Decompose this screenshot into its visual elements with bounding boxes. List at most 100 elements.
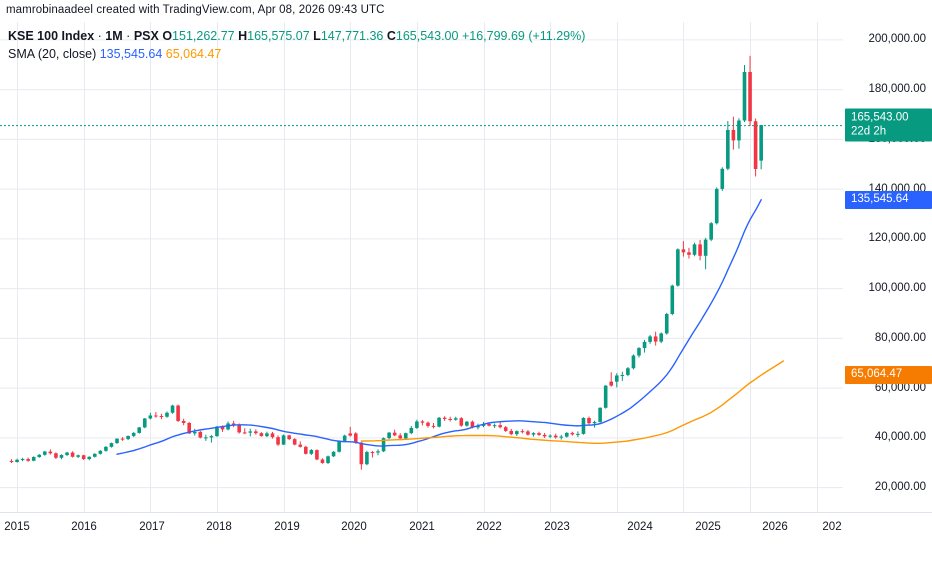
candle-body — [131, 432, 136, 436]
price-axis-tick-label: 60,000.00 — [874, 381, 926, 394]
candle-body — [148, 415, 153, 419]
candle-body — [304, 446, 308, 454]
candle-body — [565, 432, 569, 437]
sma-line-blue — [116, 199, 762, 455]
candle-body — [392, 432, 397, 436]
time-axis-tick-label: 2021 — [409, 521, 435, 533]
candle-body — [487, 423, 491, 426]
candle-body — [242, 432, 247, 434]
candle-body — [9, 461, 14, 463]
candle-body — [76, 455, 80, 457]
candle-body — [137, 427, 142, 433]
time-axis-tick-label: 2016 — [71, 521, 97, 533]
candle-body — [154, 415, 158, 417]
candle-body — [204, 437, 208, 439]
candle-body — [553, 435, 558, 438]
candle-body — [503, 427, 508, 431]
candle-body — [659, 333, 664, 342]
candle-body — [98, 450, 103, 454]
candle-body — [542, 434, 547, 437]
plot-area[interactable] — [0, 22, 843, 512]
candle-body — [664, 314, 669, 334]
candle-body — [631, 355, 636, 369]
candle-body — [609, 381, 614, 386]
time-axis-tick-label: 202 — [822, 521, 842, 533]
time-axis-tick-label: 2025 — [695, 521, 721, 533]
time-axis[interactable]: 2015 2016 2017 2018 2019 2020 2021 2022 2023 2024… — [0, 512, 932, 543]
time-axis-tick-label: 2019 — [274, 521, 300, 533]
candle-body — [142, 418, 147, 428]
candle-body — [337, 440, 341, 452]
candle-body — [570, 432, 575, 435]
candle-body — [254, 431, 258, 434]
time-axis-tick-label: 2018 — [206, 521, 232, 533]
candle-body — [515, 431, 519, 435]
candle-body — [170, 405, 175, 413]
candle-body — [398, 435, 403, 439]
time-axis-tick-label: 2017 — [139, 521, 165, 533]
candle-body — [420, 421, 425, 423]
price-axis-tick-label: 180,000.00 — [868, 83, 926, 96]
candle-body — [592, 421, 597, 424]
candle-body — [298, 444, 303, 447]
candle-body — [20, 459, 25, 461]
time-axis-tick-label: 2023 — [544, 521, 570, 533]
candle-body — [315, 450, 319, 460]
candle-body — [714, 188, 719, 224]
candle-body — [465, 421, 469, 426]
candlestick-series — [9, 55, 763, 470]
candle-body — [109, 443, 114, 447]
candle-body — [192, 431, 197, 434]
sma2-price-tag: 65,064.47 — [845, 366, 932, 385]
candle-body — [637, 348, 641, 356]
candle-body — [54, 453, 58, 458]
candle-body — [648, 336, 652, 342]
candle-body — [492, 425, 497, 427]
candle-body — [598, 407, 602, 422]
candle-body — [676, 249, 680, 286]
candle-body — [587, 417, 591, 424]
price-axis-tick-label: 40,000.00 — [874, 431, 926, 444]
candle-body — [159, 415, 164, 417]
candle-body — [370, 452, 375, 454]
candle-body — [653, 336, 658, 342]
price-axis-tick-label: 100,000.00 — [868, 282, 926, 295]
time-axis-tick-label: 2022 — [476, 521, 502, 533]
candle-body — [342, 435, 347, 441]
candle-body — [681, 249, 686, 253]
candle-body — [442, 417, 447, 419]
price-axis-tick-label: 80,000.00 — [874, 331, 926, 344]
candle-body — [603, 385, 608, 408]
candle-body — [37, 454, 42, 458]
sma1-price-tag: 135,545.64 — [845, 190, 932, 209]
candle-body — [126, 435, 130, 440]
candle-body — [409, 427, 414, 434]
candle-body — [270, 433, 275, 438]
candle-body — [359, 442, 364, 465]
candle-body — [292, 439, 297, 445]
candle-body — [403, 433, 408, 439]
candle-body — [115, 438, 119, 444]
candle-body — [215, 426, 219, 437]
candle-body — [726, 129, 730, 169]
candle-body — [437, 417, 441, 427]
candle-body — [48, 451, 53, 454]
price-axis-tick-label: 120,000.00 — [868, 232, 926, 245]
candle-body — [331, 451, 336, 457]
candle-body — [287, 435, 291, 440]
time-axis-tick-label: 2026 — [762, 521, 788, 533]
candle-body — [353, 433, 358, 443]
candle-body — [181, 420, 186, 423]
candle-body — [537, 433, 541, 435]
price-axis[interactable]: 20,000.00 40,000.00 60,000.00 80,000.00 100,… — [843, 22, 932, 512]
candlestick-plot — [0, 22, 843, 512]
candle-body — [276, 437, 280, 445]
candle-body — [365, 452, 369, 465]
candle-body — [670, 285, 675, 315]
candle-body — [748, 71, 752, 122]
candle-body — [92, 453, 97, 457]
candle-body — [59, 455, 64, 458]
candle-body — [576, 433, 580, 435]
candle-body — [43, 451, 47, 455]
candle-body — [31, 457, 36, 461]
